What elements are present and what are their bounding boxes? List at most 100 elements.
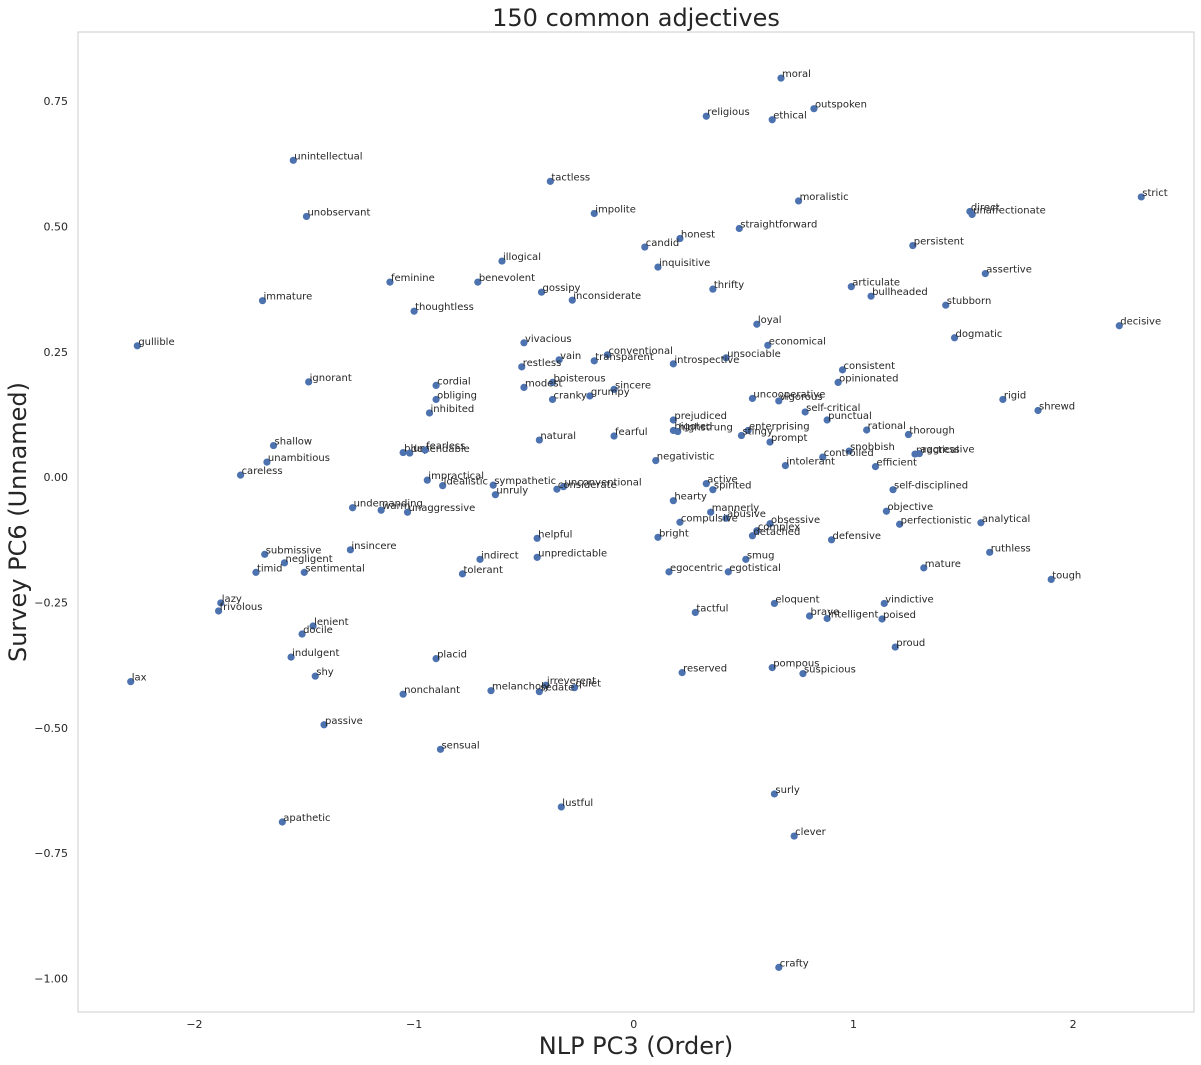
point-label: rational — [868, 421, 906, 432]
x-tick-label: −2 — [186, 1018, 202, 1031]
data-point — [520, 339, 528, 347]
data-point — [548, 395, 557, 404]
point-label: boisterous — [554, 373, 606, 384]
data-point — [678, 669, 686, 677]
data-point — [214, 607, 223, 615]
point-label: sensual — [441, 740, 479, 751]
data-point — [487, 687, 495, 695]
point-label: benevolent — [479, 273, 535, 284]
data-point — [889, 486, 897, 494]
data-point — [537, 288, 546, 296]
data-point — [1047, 575, 1055, 583]
data-point — [302, 212, 311, 221]
point-label: irreverent — [547, 676, 596, 687]
point-label: ethical — [773, 111, 807, 122]
point-label: impolite — [595, 204, 636, 215]
point-label: moral — [782, 69, 811, 80]
data-point — [744, 426, 752, 435]
data-point — [133, 342, 141, 350]
point-label: poised — [883, 610, 916, 621]
point-label: unintellectual — [294, 151, 362, 162]
data-point — [557, 803, 565, 811]
point-label: suspicious — [804, 665, 856, 676]
point-label: bigoted — [674, 422, 712, 433]
data-point — [258, 297, 267, 305]
data-point — [305, 378, 313, 386]
data-point — [691, 608, 699, 617]
data-point — [968, 210, 976, 219]
data-point — [498, 257, 506, 265]
point-label: economical — [769, 336, 826, 347]
plot-area — [77, 31, 1195, 1013]
x-axis-ticks: −2 −1 0 1 2 — [186, 1018, 1076, 1031]
data-point — [252, 568, 260, 576]
point-label: defensive — [833, 531, 882, 542]
data-point — [520, 383, 528, 392]
data-point — [847, 283, 855, 291]
point-label: inhibited — [430, 404, 474, 415]
data-point — [674, 427, 682, 436]
data-point — [709, 285, 717, 293]
data-point — [669, 360, 677, 368]
point-label: active — [707, 475, 737, 486]
data-point — [652, 456, 660, 465]
point-label: submissive — [266, 545, 322, 556]
data-point — [805, 612, 814, 620]
point-label: surly — [775, 785, 799, 796]
point-label: vigorous — [780, 392, 823, 403]
x-tick-label: −1 — [406, 1018, 422, 1031]
data-point — [423, 476, 431, 484]
data-point — [915, 449, 923, 458]
point-label: illogical — [503, 252, 541, 263]
point-label: lazy — [222, 594, 242, 605]
data-point — [834, 378, 842, 386]
data-point — [1034, 406, 1042, 415]
data-point — [676, 518, 684, 526]
data-point — [702, 112, 710, 120]
point-label: negligent — [286, 554, 333, 565]
point-label: tolerant — [463, 565, 503, 576]
data-point — [298, 630, 306, 638]
data-point — [768, 664, 776, 672]
data-point — [403, 508, 412, 516]
data-point — [432, 381, 440, 390]
data-point — [748, 394, 757, 403]
data-point — [610, 432, 618, 440]
data-points: moral outspoken religious ethical unintellec… — [127, 69, 1168, 971]
point-label: intelligent — [828, 609, 878, 620]
point-label: unruly — [496, 486, 528, 497]
data-point — [896, 520, 904, 528]
point-label: shy — [316, 667, 334, 678]
x-tick-label: 2 — [1070, 1018, 1077, 1031]
data-point — [867, 292, 875, 300]
point-label: bright — [659, 528, 689, 539]
point-label: gullible — [138, 337, 174, 348]
point-label: negativistic — [657, 452, 715, 463]
data-point — [432, 395, 440, 404]
point-label: quiet — [575, 679, 601, 690]
data-point — [603, 351, 612, 359]
point-label: strict — [1142, 188, 1168, 199]
data-point — [1115, 322, 1123, 330]
point-label: eloquent — [775, 594, 819, 605]
point-label: restless — [523, 358, 562, 369]
data-point — [781, 462, 789, 470]
data-point — [753, 320, 761, 328]
data-point — [425, 409, 434, 417]
data-point — [570, 684, 579, 692]
data-point — [977, 519, 985, 527]
point-label: shrewd — [1039, 401, 1075, 412]
point-label: sedate — [540, 683, 574, 694]
point-label: crafty — [780, 958, 809, 969]
point-label: self-critical — [806, 403, 860, 414]
data-point — [799, 670, 807, 678]
data-point — [810, 105, 818, 113]
point-label: thorough — [909, 426, 954, 437]
data-point — [553, 485, 561, 493]
point-label: detached — [753, 527, 800, 538]
point-label: tactless — [551, 172, 590, 183]
data-point — [533, 553, 541, 561]
data-point — [950, 334, 959, 342]
data-point — [377, 506, 385, 514]
point-label: controlled — [824, 448, 874, 459]
